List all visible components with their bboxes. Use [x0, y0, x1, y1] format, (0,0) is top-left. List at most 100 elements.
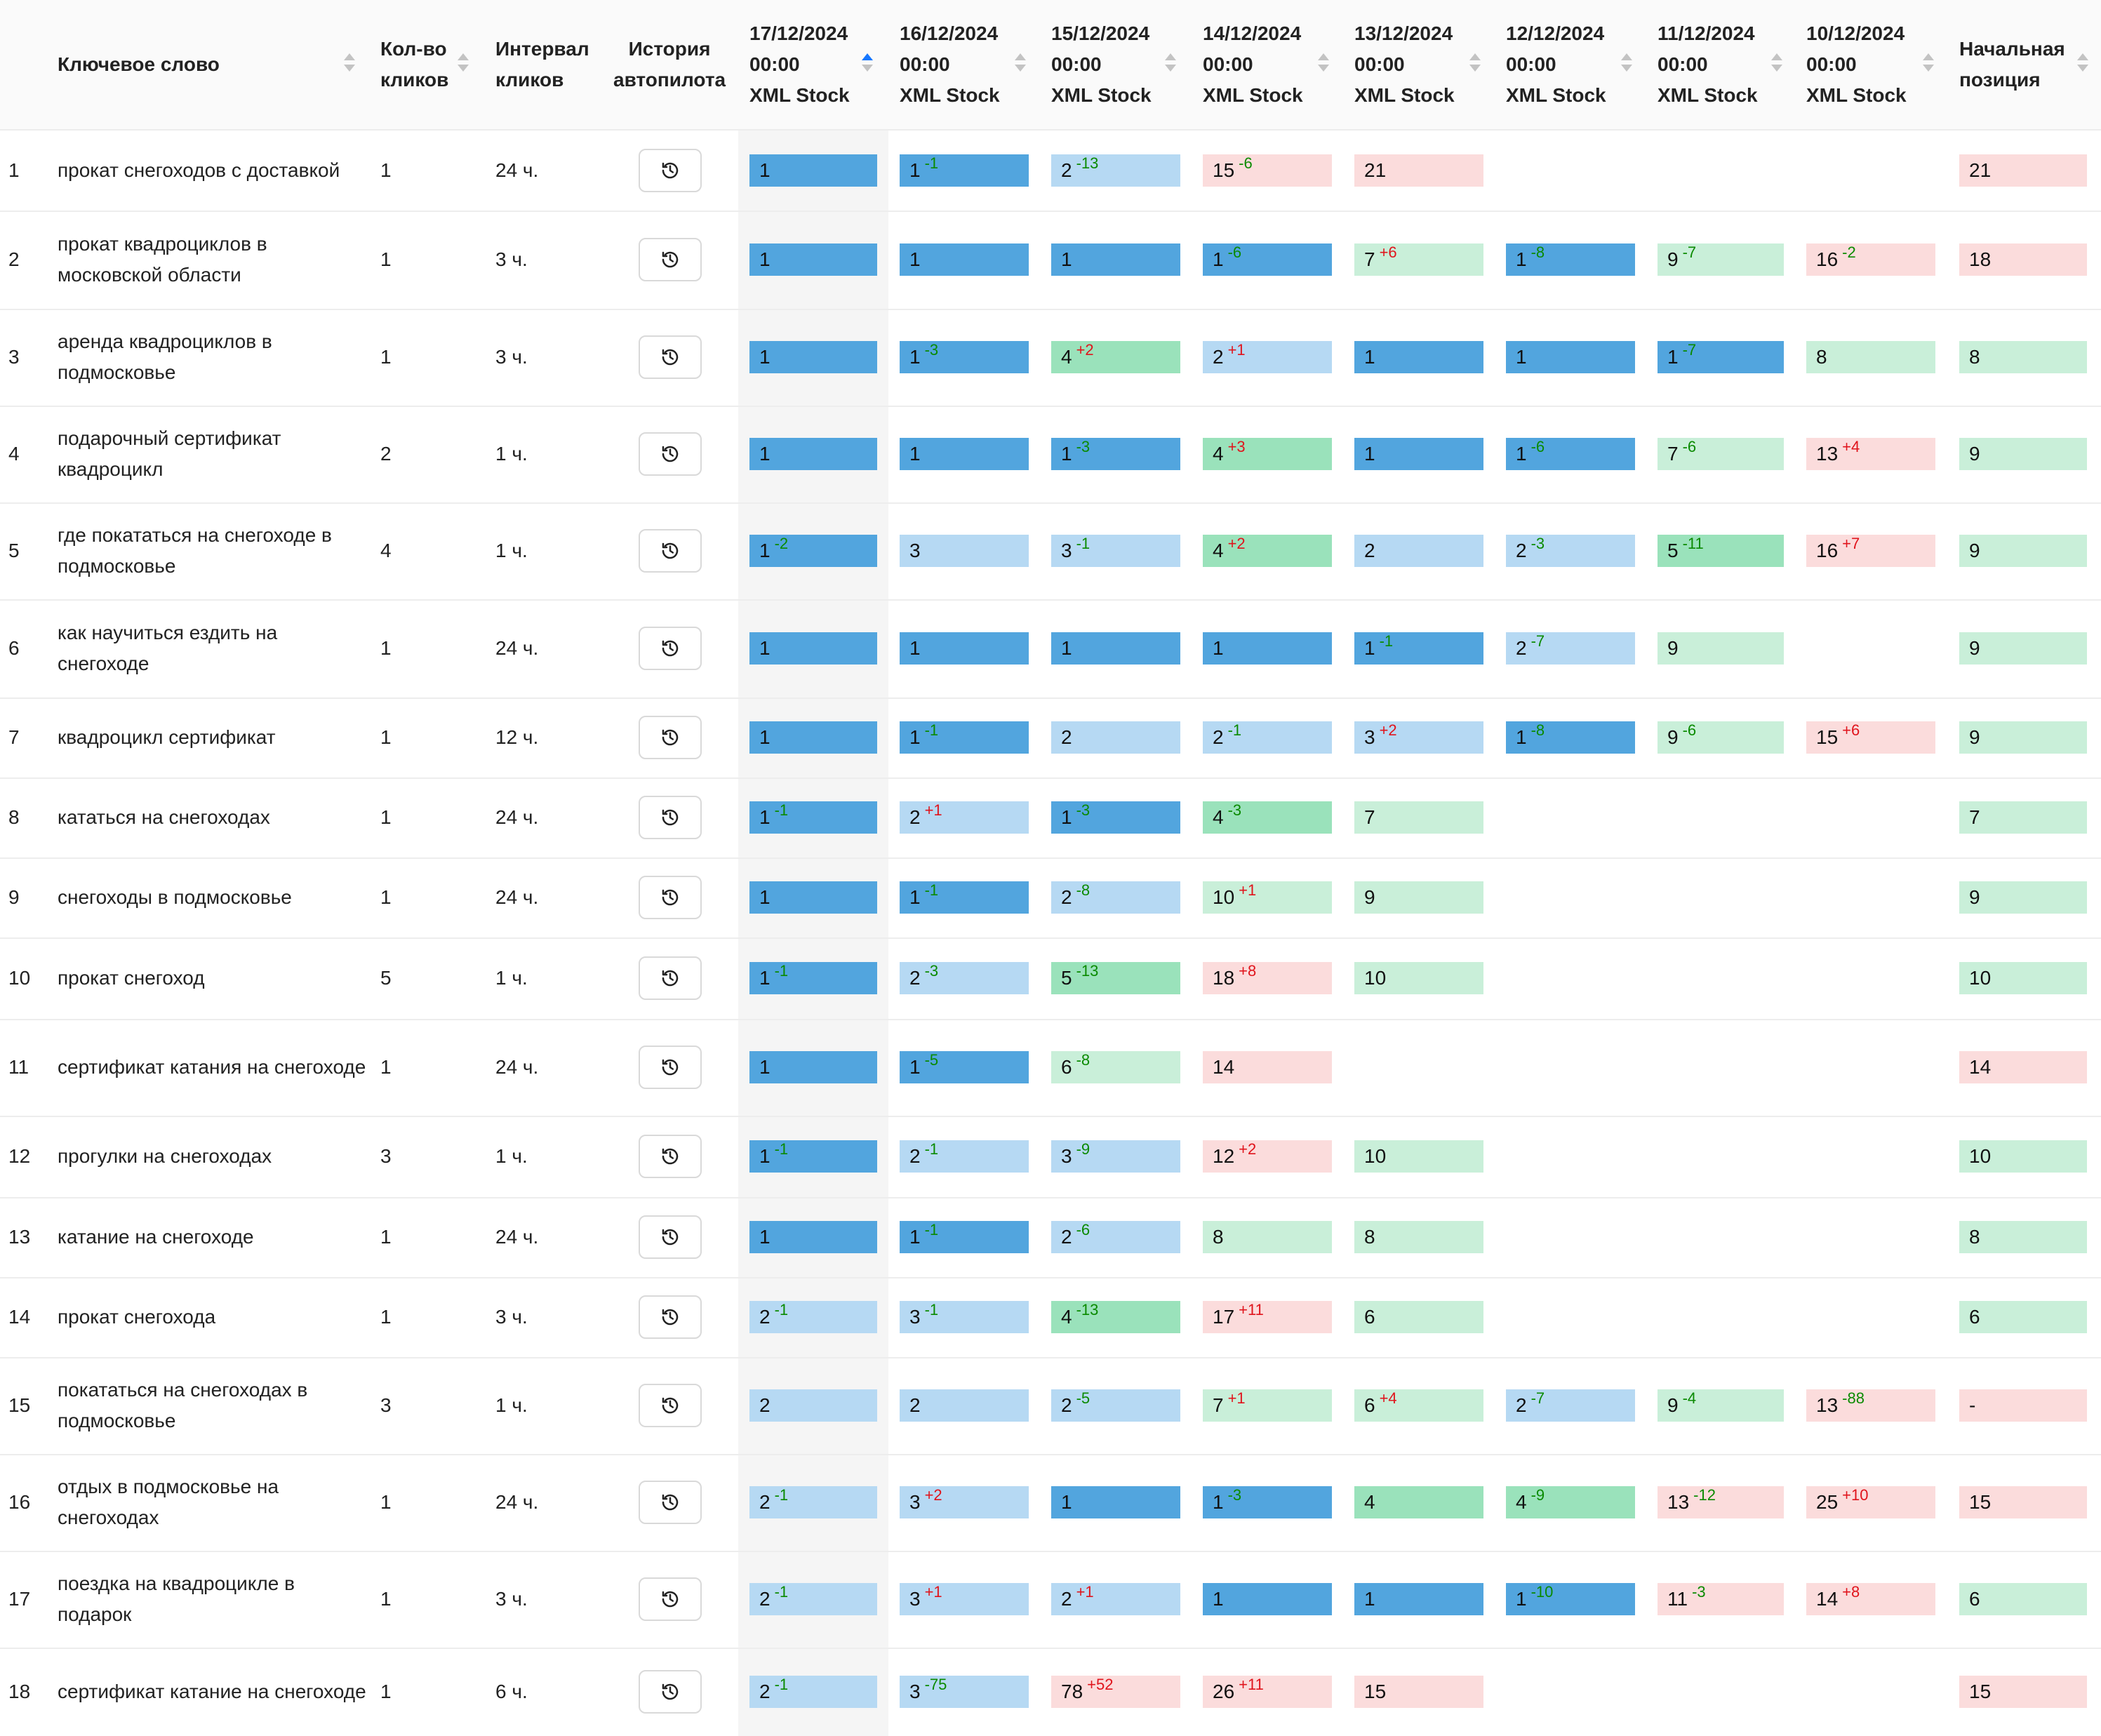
position-value: 8 — [1969, 1226, 1980, 1248]
sort-ascending-icon[interactable] — [1469, 53, 1481, 60]
position-cell: 1 — [749, 154, 877, 187]
position-value: 13 — [1816, 443, 1839, 465]
header-d2[interactable]: 15/12/2024 00:00 XML Stock — [1051, 0, 1152, 129]
sort-arrows-icon[interactable] — [1771, 53, 1782, 76]
sort-arrows-icon[interactable] — [344, 53, 355, 76]
keyword-text: сертификат катания на снегоходе — [58, 1056, 366, 1078]
position-value: 9 — [1667, 637, 1679, 659]
sort-arrows-icon[interactable] — [1923, 53, 1934, 76]
position-value: 2 — [759, 1681, 771, 1702]
position-delta: +2 — [924, 1486, 942, 1504]
header-d6[interactable]: 11/12/2024 00:00 XML Stock — [1658, 0, 1758, 129]
position-value: 2 — [1061, 159, 1072, 181]
keyword-text: как научиться ездить на снегоходе — [58, 622, 278, 674]
header-d4-label: 13/12/2024 00:00 XML Stock — [1354, 22, 1455, 106]
autopilot-history-button[interactable] — [639, 529, 702, 573]
position-delta: -7 — [1530, 632, 1545, 650]
position-cell: 9 -4 — [1658, 1389, 1784, 1422]
sort-arrows-icon[interactable] — [458, 53, 469, 76]
sort-descending-icon[interactable] — [1771, 65, 1782, 72]
sort-arrows-icon[interactable] — [1621, 53, 1632, 76]
sort-ascending-icon[interactable] — [862, 53, 873, 60]
sort-ascending-icon[interactable] — [1015, 53, 1026, 60]
sort-descending-icon[interactable] — [862, 65, 873, 72]
autopilot-history-button[interactable] — [639, 876, 702, 919]
autopilot-history-button[interactable] — [639, 1670, 702, 1714]
position-delta: -5 — [1076, 1389, 1090, 1407]
sort-ascending-icon[interactable] — [1621, 53, 1632, 60]
click-interval: 24 ч. — [495, 159, 539, 181]
start-position-cell: 7 — [1959, 801, 2087, 834]
position-cell: 1 -1 — [749, 962, 877, 994]
header-d1[interactable]: 16/12/2024 00:00 XML Stock — [900, 0, 1000, 129]
sort-descending-icon[interactable] — [1165, 65, 1176, 72]
autopilot-history-button[interactable] — [639, 627, 702, 670]
sort-ascending-icon[interactable] — [458, 53, 469, 60]
sort-arrows-icon[interactable] — [1015, 53, 1026, 76]
autopilot-history-button[interactable] — [639, 238, 702, 281]
autopilot-history-button[interactable] — [639, 1215, 702, 1259]
position-value: 2 — [1516, 540, 1527, 561]
header-clicks[interactable]: Кол-во кликов — [380, 0, 448, 129]
click-interval: 6 ч. — [495, 1681, 528, 1702]
sort-descending-icon[interactable] — [2077, 65, 2088, 72]
sort-descending-icon[interactable] — [1318, 65, 1329, 72]
position-cell: 3 — [900, 535, 1029, 567]
sort-ascending-icon[interactable] — [2077, 53, 2088, 60]
header-d0[interactable]: 17/12/2024 00:00 XML Stock — [749, 0, 850, 129]
sort-descending-icon[interactable] — [1621, 65, 1632, 72]
autopilot-history-button[interactable] — [639, 716, 702, 759]
position-delta: -1 — [924, 1301, 939, 1318]
position-delta: -3 — [1692, 1583, 1706, 1601]
autopilot-history-button[interactable] — [639, 1046, 702, 1089]
sort-arrows-icon[interactable] — [2077, 53, 2088, 76]
header-d5[interactable]: 12/12/2024 00:00 XML Stock — [1506, 0, 1606, 129]
sort-ascending-icon[interactable] — [1771, 53, 1782, 60]
autopilot-history-button[interactable] — [639, 1295, 702, 1339]
autopilot-history-button[interactable] — [639, 1135, 702, 1178]
autopilot-history-button[interactable] — [639, 149, 702, 192]
autopilot-history-button[interactable] — [639, 432, 702, 476]
sort-ascending-icon[interactable] — [1923, 53, 1934, 60]
autopilot-history-button[interactable] — [639, 956, 702, 1000]
sort-arrows-icon[interactable] — [1165, 53, 1176, 76]
position-value: 2 — [1061, 1394, 1072, 1416]
position-delta: -7 — [1530, 1389, 1545, 1407]
header-d3-label: 14/12/2024 00:00 XML Stock — [1203, 22, 1303, 106]
sort-ascending-icon[interactable] — [1165, 53, 1176, 60]
position-cell: 3 -1 — [1051, 535, 1180, 567]
sort-arrows-icon[interactable] — [862, 53, 873, 76]
autopilot-history-button[interactable] — [639, 1577, 702, 1621]
header-keyword[interactable]: Ключевое слово — [58, 0, 220, 129]
header-d4[interactable]: 13/12/2024 00:00 XML Stock — [1354, 0, 1455, 129]
autopilot-history-button[interactable] — [639, 1384, 702, 1427]
sort-descending-icon[interactable] — [458, 65, 469, 72]
sort-ascending-icon[interactable] — [1318, 53, 1329, 60]
row-number: 5 — [8, 540, 20, 561]
autopilot-history-button[interactable] — [639, 796, 702, 839]
position-value: 8 — [1364, 1226, 1375, 1248]
autopilot-history-button[interactable] — [639, 335, 702, 379]
sort-arrows-icon[interactable] — [1469, 53, 1481, 76]
sort-descending-icon[interactable] — [344, 65, 355, 72]
sort-descending-icon[interactable] — [1469, 65, 1481, 72]
position-value: 8 — [1969, 346, 1980, 368]
position-value: 1 — [759, 346, 771, 368]
autopilot-history-button[interactable] — [639, 1481, 702, 1524]
history-clock-icon — [662, 446, 679, 462]
sort-descending-icon[interactable] — [1015, 65, 1026, 72]
sort-ascending-icon[interactable] — [344, 53, 355, 60]
position-cell: 9 — [1658, 632, 1784, 665]
position-value: 14 — [1969, 1056, 1992, 1078]
position-value: 1 — [909, 248, 921, 270]
position-cell: 1 — [749, 341, 877, 373]
sort-descending-icon[interactable] — [1923, 65, 1934, 72]
click-interval: 3 ч. — [495, 248, 528, 270]
header-d7[interactable]: 10/12/2024 00:00 XML Stock — [1806, 0, 1907, 129]
position-value: 1 — [1213, 248, 1224, 270]
header-start[interactable]: Начальная позиция — [1959, 0, 2065, 129]
position-value: 1 — [1061, 637, 1072, 659]
header-d3[interactable]: 14/12/2024 00:00 XML Stock — [1203, 0, 1303, 129]
clicks-count: 1 — [380, 806, 392, 828]
sort-arrows-icon[interactable] — [1318, 53, 1329, 76]
